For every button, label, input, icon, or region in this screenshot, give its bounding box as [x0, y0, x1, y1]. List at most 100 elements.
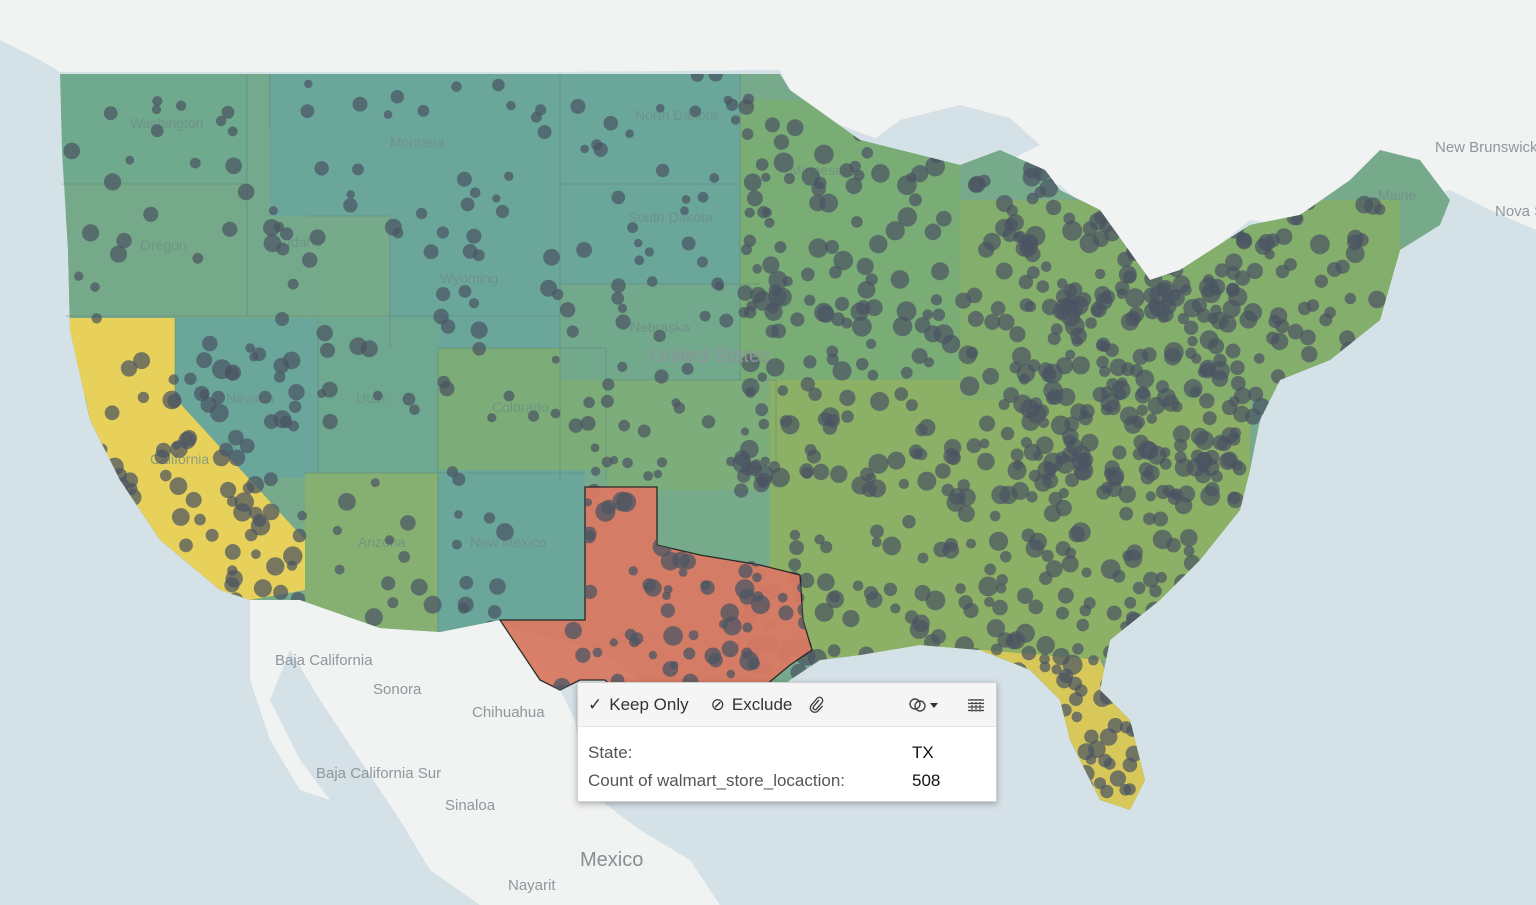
store-dot[interactable] [752, 264, 762, 274]
store-dot[interactable] [273, 371, 286, 383]
store-dot[interactable] [867, 479, 887, 498]
store-dot[interactable] [1248, 386, 1264, 402]
store-dot[interactable] [1118, 265, 1137, 284]
store-dot[interactable] [753, 464, 774, 485]
store-dot[interactable] [602, 378, 615, 391]
store-dot[interactable] [634, 255, 645, 266]
store-dot[interactable] [268, 206, 278, 216]
store-dot[interactable] [990, 301, 1006, 316]
store-dot[interactable] [1007, 461, 1027, 480]
store-dot[interactable] [1096, 355, 1109, 369]
store-dot[interactable] [989, 531, 1009, 551]
store-dot-texas[interactable] [752, 591, 764, 603]
store-dot[interactable] [856, 257, 874, 275]
store-dot-texas[interactable] [564, 621, 582, 640]
store-dot[interactable] [227, 565, 238, 576]
store-dot[interactable] [1225, 282, 1240, 298]
store-dot[interactable] [887, 451, 906, 470]
store-dot-texas[interactable] [721, 640, 739, 658]
store-dot[interactable] [1213, 353, 1227, 368]
store-dot[interactable] [740, 427, 750, 436]
store-dot[interactable] [384, 218, 402, 236]
store-dot[interactable] [600, 394, 614, 408]
store-dot[interactable] [237, 183, 255, 201]
store-dot[interactable] [458, 285, 472, 298]
store-dot[interactable] [263, 472, 278, 487]
store-dot[interactable] [496, 523, 514, 541]
store-dot[interactable] [730, 115, 741, 125]
store-dot[interactable] [1166, 537, 1181, 553]
store-dot[interactable] [234, 492, 254, 512]
store-dot[interactable] [1076, 618, 1090, 632]
store-dot[interactable] [917, 471, 937, 491]
store-dot[interactable] [1339, 330, 1356, 347]
store-dot[interactable] [851, 216, 863, 228]
store-dot[interactable] [998, 399, 1010, 411]
store-dot[interactable] [813, 176, 827, 190]
store-dot[interactable] [189, 157, 201, 169]
store-dot[interactable] [1035, 436, 1054, 455]
store-dot[interactable] [1233, 405, 1250, 423]
store-dot[interactable] [768, 461, 781, 473]
store-dot[interactable] [1125, 311, 1141, 327]
store-dot[interactable] [1091, 304, 1104, 317]
store-dot-texas[interactable] [752, 572, 762, 583]
store-dot[interactable] [1124, 596, 1137, 609]
store-dot[interactable] [755, 158, 769, 171]
store-dot[interactable] [922, 309, 933, 320]
store-dot[interactable] [283, 546, 303, 566]
store-dot[interactable] [963, 602, 979, 619]
store-dot[interactable] [1124, 415, 1143, 434]
store-dot-texas[interactable] [663, 585, 673, 594]
store-dot[interactable] [402, 392, 416, 406]
store-dot[interactable] [1143, 571, 1159, 588]
store-dot[interactable] [456, 171, 472, 187]
store-dot[interactable] [440, 319, 456, 334]
store-dot[interactable] [803, 355, 817, 369]
store-dot[interactable] [570, 98, 586, 114]
store-dot[interactable] [591, 466, 601, 476]
store-dot[interactable] [263, 234, 282, 253]
store-dot[interactable] [1017, 587, 1034, 605]
store-dot[interactable] [211, 390, 225, 405]
store-dot-texas[interactable] [683, 647, 696, 660]
store-dot[interactable] [681, 362, 694, 375]
store-dot[interactable] [1164, 347, 1182, 366]
store-dot[interactable] [1143, 512, 1156, 526]
store-dot[interactable] [768, 287, 787, 306]
store-dot[interactable] [215, 115, 227, 127]
store-dot[interactable] [1202, 411, 1217, 426]
store-dot[interactable] [1117, 377, 1128, 388]
store-dot[interactable] [822, 420, 838, 435]
store-dot[interactable] [1199, 393, 1215, 409]
store-dot-texas[interactable] [742, 622, 753, 633]
store-dot[interactable] [1002, 227, 1018, 243]
store-dot[interactable] [812, 463, 830, 481]
store-dot[interactable] [104, 173, 122, 191]
store-dot[interactable] [897, 207, 917, 227]
store-dot[interactable] [451, 539, 462, 550]
store-dot[interactable] [1079, 233, 1100, 254]
store-dot[interactable] [865, 591, 883, 608]
store-dot[interactable] [1009, 361, 1022, 374]
store-dot[interactable] [892, 316, 913, 337]
state-northdakota[interactable] [560, 74, 740, 184]
store-dot[interactable] [1056, 672, 1073, 689]
store-dot[interactable] [653, 469, 663, 479]
store-dot[interactable] [959, 376, 980, 396]
store-dot[interactable] [966, 438, 982, 454]
store-dot[interactable] [1061, 555, 1079, 573]
store-dot[interactable] [225, 157, 242, 175]
store-dot[interactable] [990, 643, 1003, 656]
store-dot[interactable] [757, 205, 770, 219]
store-dot[interactable] [924, 223, 942, 241]
store-dot[interactable] [871, 537, 882, 548]
store-dot[interactable] [180, 430, 198, 447]
store-dot[interactable] [808, 238, 828, 258]
store-dot[interactable] [783, 173, 795, 185]
store-dot[interactable] [789, 529, 801, 541]
store-dot[interactable] [908, 193, 922, 207]
store-dot-texas[interactable] [741, 647, 753, 659]
store-dot[interactable] [826, 353, 839, 366]
store-dot[interactable] [832, 361, 852, 381]
